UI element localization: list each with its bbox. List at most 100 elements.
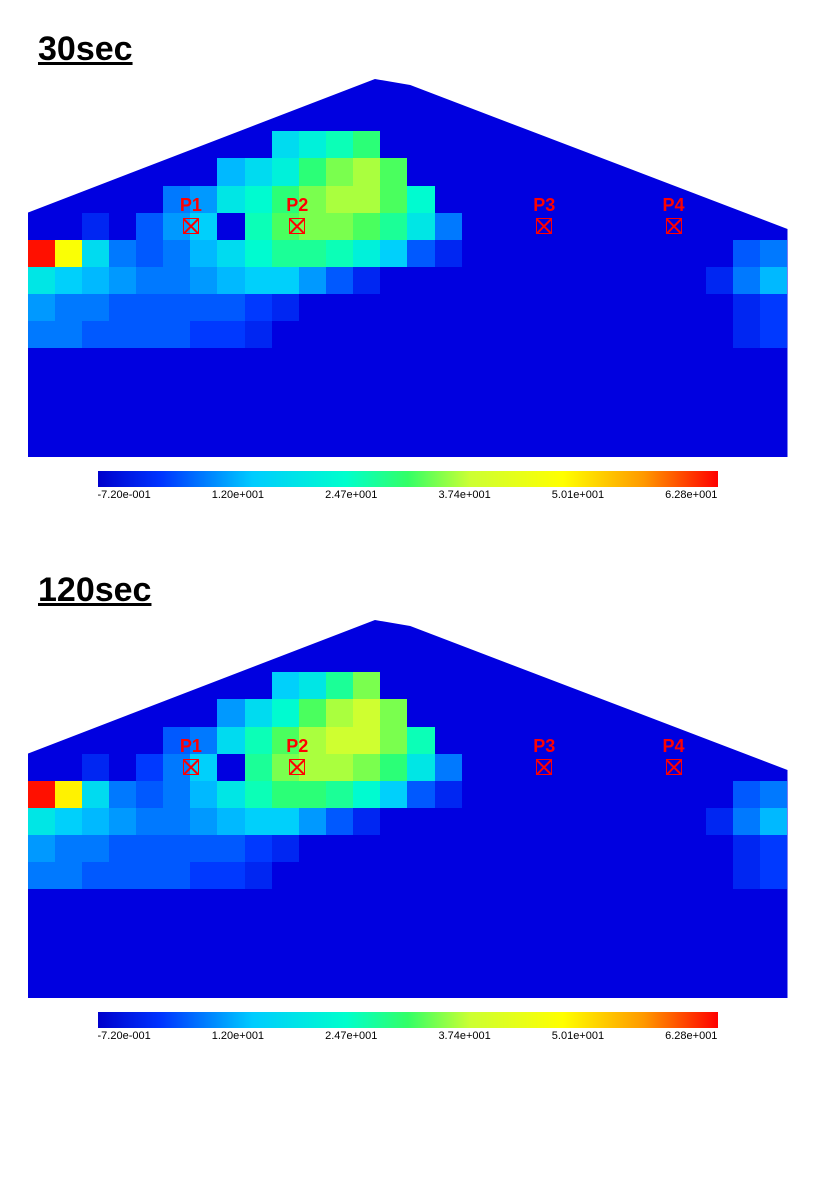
colorbar-tick-label: -7.20e-001 [98, 1030, 151, 1042]
field-cell [245, 77, 272, 104]
field-cell [407, 699, 434, 726]
field-cell [163, 267, 190, 294]
field-cell [163, 77, 190, 104]
field-cell [163, 645, 190, 672]
field-cell [326, 727, 353, 754]
field-cell [299, 645, 326, 672]
field-cell [652, 645, 679, 672]
field-cell [543, 808, 570, 835]
field-cell [489, 267, 516, 294]
field-cell [652, 781, 679, 808]
field-cell [326, 618, 353, 645]
field-cell [82, 889, 109, 916]
field-cell [407, 835, 434, 862]
field-cell [462, 403, 489, 430]
field-cell [217, 158, 244, 185]
panel-title: 30sec [38, 30, 795, 69]
field-cell [625, 213, 652, 240]
field-cell [136, 781, 163, 808]
field-cell [489, 944, 516, 971]
field-cell [652, 618, 679, 645]
field-cell [679, 267, 706, 294]
field-cell [570, 808, 597, 835]
field-cell [55, 672, 82, 699]
field-cell [435, 727, 462, 754]
field-cell [462, 348, 489, 375]
colorbar-tick-label: 6.28e+001 [665, 489, 717, 501]
field-cell [380, 348, 407, 375]
field-cell [380, 781, 407, 808]
field-cell [353, 376, 380, 403]
field-cell [163, 403, 190, 430]
field-cell [570, 240, 597, 267]
field-cell [597, 158, 624, 185]
field-cell [82, 267, 109, 294]
field-cell [217, 131, 244, 158]
field-cell [597, 77, 624, 104]
field-cell [760, 77, 787, 104]
field-cell [652, 672, 679, 699]
field-cell [706, 104, 733, 131]
field-cell [679, 294, 706, 321]
field-cell [272, 618, 299, 645]
field-cell [679, 781, 706, 808]
field-cell [760, 808, 787, 835]
field-cell [760, 699, 787, 726]
field-cell [217, 430, 244, 457]
field-cell [28, 403, 55, 430]
field-cell [462, 971, 489, 998]
field-cell [407, 376, 434, 403]
field-cell [625, 131, 652, 158]
field-cell [543, 781, 570, 808]
field-cell [272, 267, 299, 294]
field-cell [28, 944, 55, 971]
field-cell [299, 321, 326, 348]
field-cell [489, 971, 516, 998]
field-cell [652, 77, 679, 104]
field-cell [136, 889, 163, 916]
colorbar-gradient [98, 471, 718, 487]
field-cell [299, 618, 326, 645]
colorbar-tick-label: 1.20e+001 [212, 489, 264, 501]
field-cell [597, 835, 624, 862]
field-cell [462, 430, 489, 457]
field-cell [190, 104, 217, 131]
field-cell [82, 321, 109, 348]
field-cell [760, 727, 787, 754]
field-cell [353, 971, 380, 998]
field-cell [163, 862, 190, 889]
field-cell [706, 645, 733, 672]
field-cell [55, 944, 82, 971]
field-cell [516, 321, 543, 348]
field-cell [733, 971, 760, 998]
field-cell [706, 781, 733, 808]
field-cell [516, 944, 543, 971]
field-cell [435, 971, 462, 998]
field-cell [462, 158, 489, 185]
field-cell [489, 131, 516, 158]
field-cell [652, 348, 679, 375]
field-cell [652, 158, 679, 185]
field-cell [570, 376, 597, 403]
field-cell [679, 430, 706, 457]
field-cell [625, 971, 652, 998]
field-cell [489, 348, 516, 375]
field-cell [82, 645, 109, 672]
field-cell [299, 917, 326, 944]
field-cell [706, 158, 733, 185]
field-cell [543, 889, 570, 916]
field-cell [625, 781, 652, 808]
field-cell [353, 403, 380, 430]
field-cell [245, 213, 272, 240]
field-cell [679, 77, 706, 104]
field-cell [706, 917, 733, 944]
field-cell [55, 267, 82, 294]
colorbar-tick-label: 3.74e+001 [438, 1030, 490, 1042]
colorbar-tick-label: -7.20e-001 [98, 489, 151, 501]
field-cell [625, 944, 652, 971]
field-cell [679, 971, 706, 998]
field-cell [272, 889, 299, 916]
field-cell [272, 699, 299, 726]
field-cell [326, 376, 353, 403]
field-cell [733, 618, 760, 645]
